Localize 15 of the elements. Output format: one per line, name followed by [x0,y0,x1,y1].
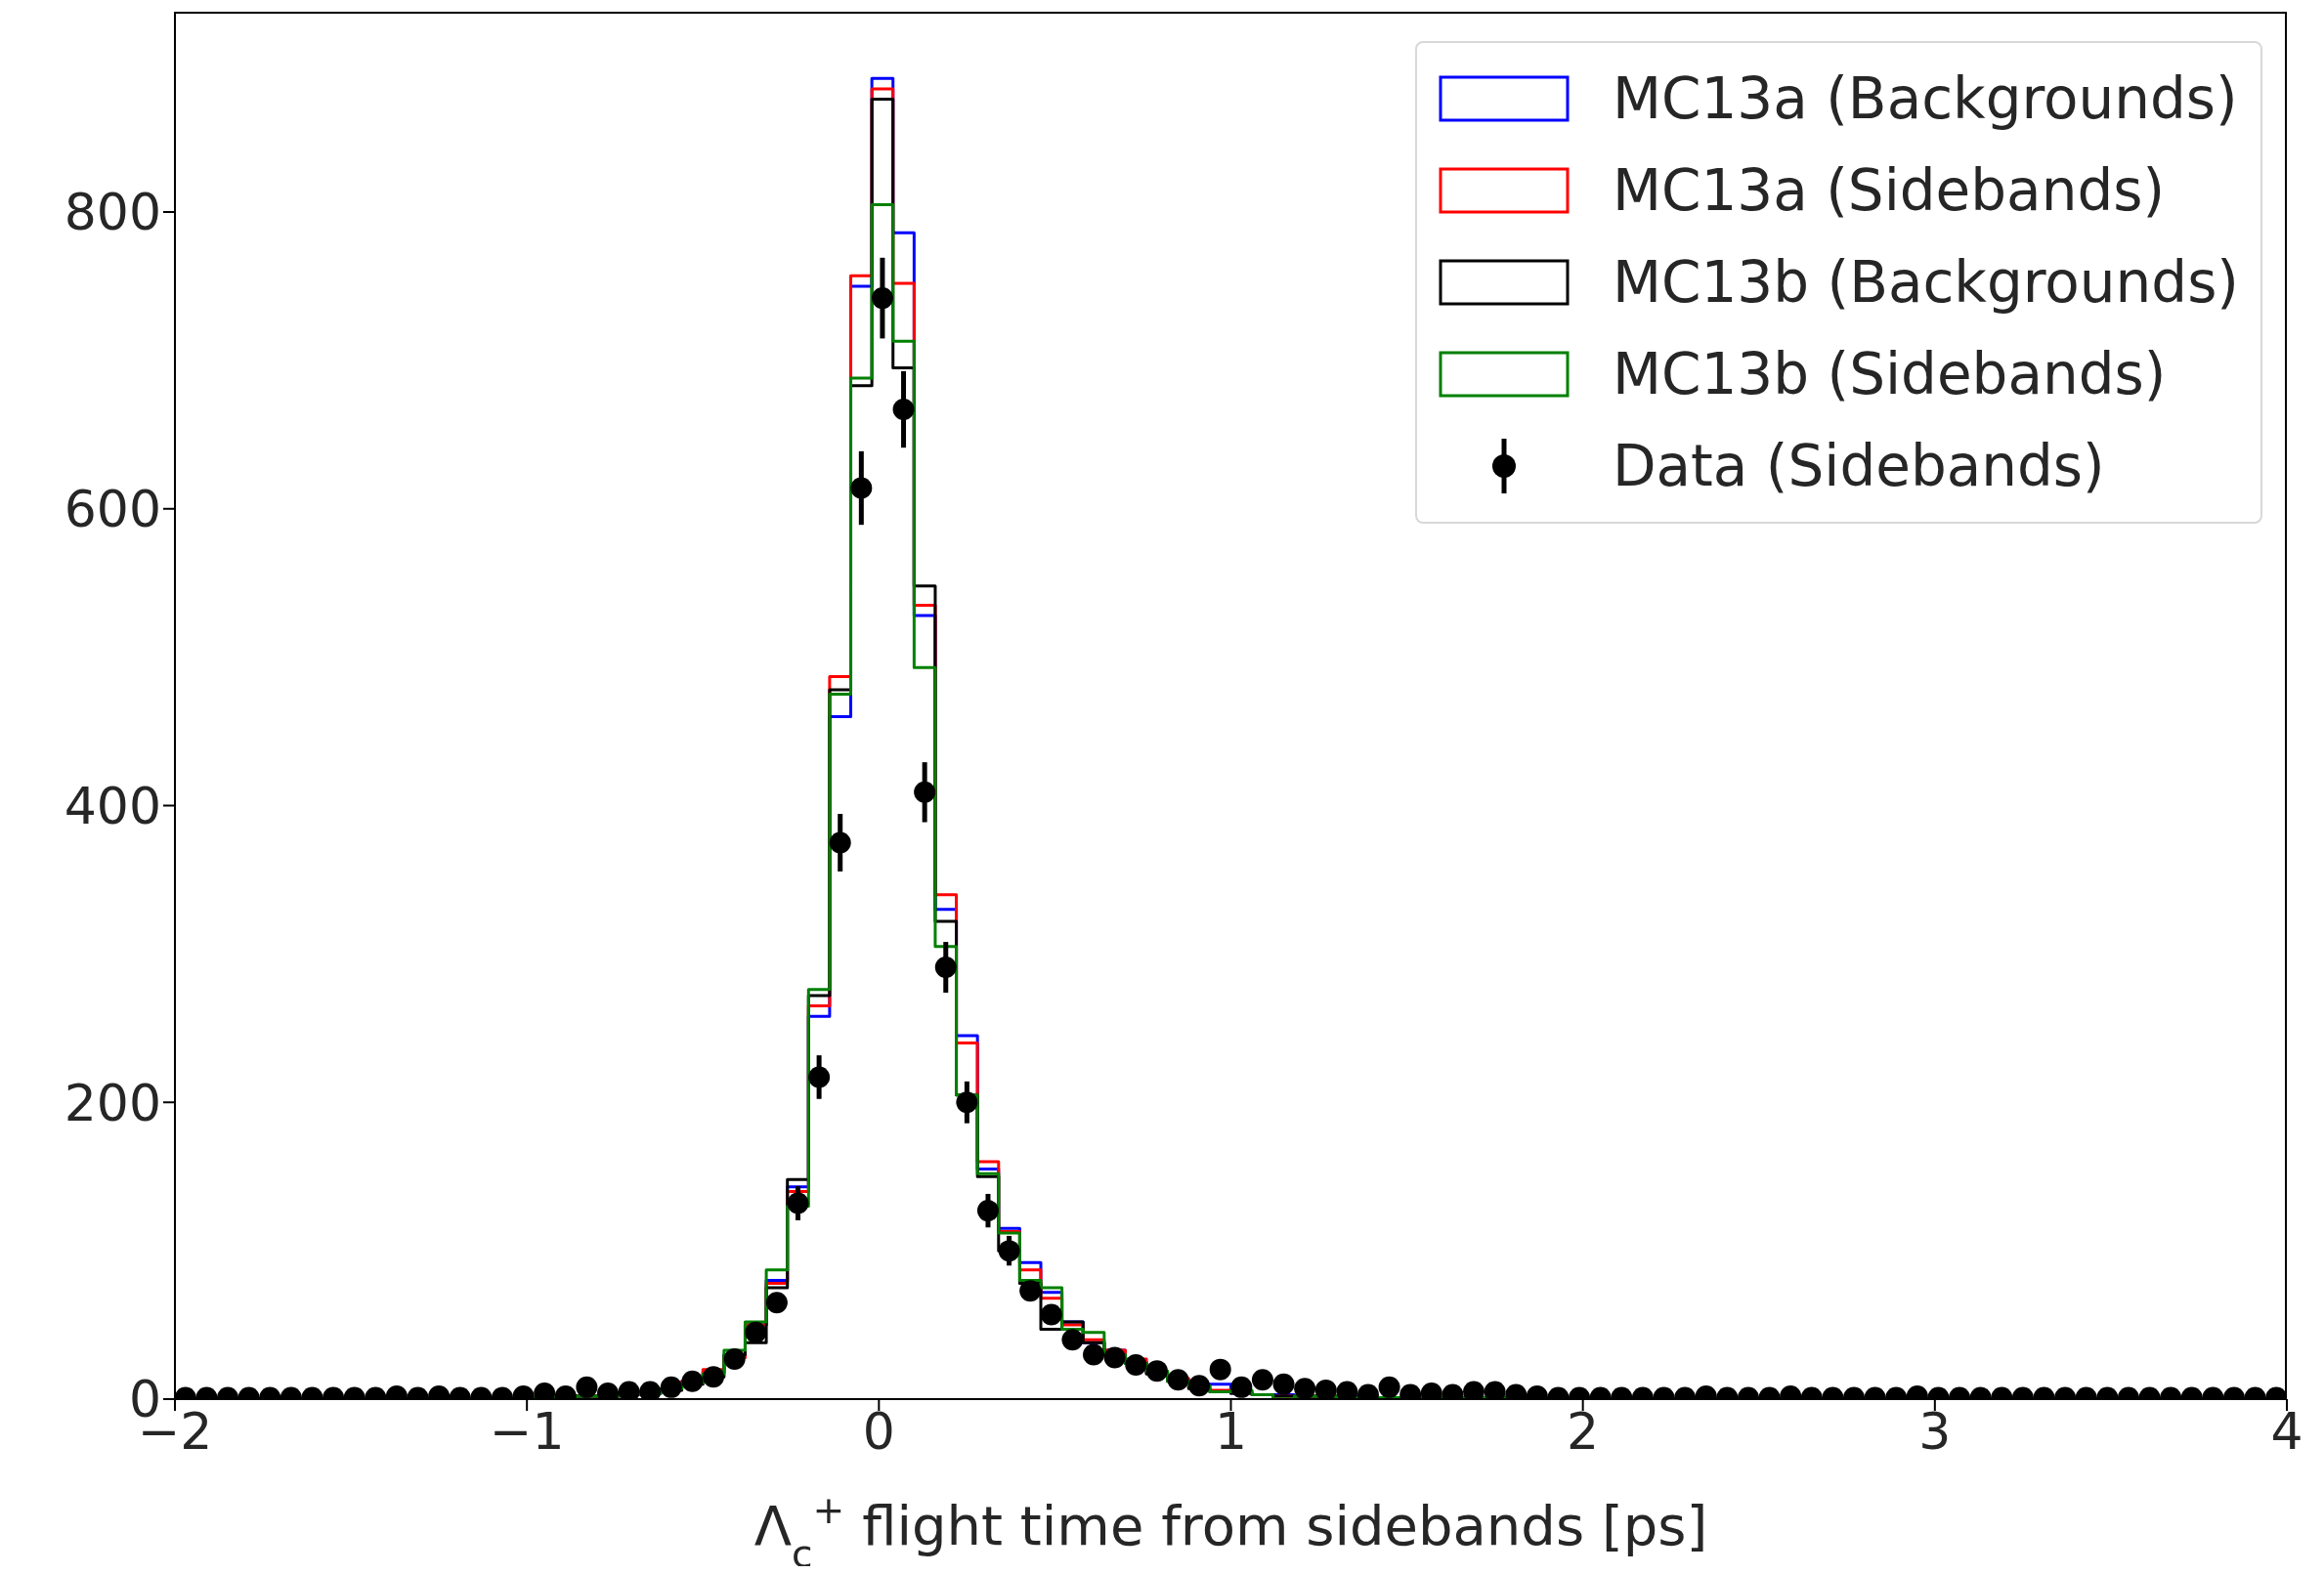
y-tick-label: 600 [64,480,161,539]
legend-label: MC13b (Sidebands) [1612,341,2167,407]
x-tick-label: −1 [489,1401,565,1461]
legend-label: MC13a (Backgrounds) [1612,65,2238,132]
x-tick-label: 0 [862,1401,895,1461]
x-tick-label: 4 [2270,1401,2303,1461]
x-tick-label: 3 [1918,1401,1952,1461]
x-tick-label: 1 [1214,1401,1248,1461]
x-tick-label: 2 [1567,1401,1600,1461]
y-tick-label: 200 [64,1073,161,1132]
legend-label: Data (Sidebands) [1612,433,2105,499]
y-tick-label: 400 [64,776,161,835]
legend-label: MC13a (Sidebands) [1612,157,2166,224]
legend-label: MC13b (Backgrounds) [1612,249,2239,316]
y-tick-label: 800 [64,183,161,242]
